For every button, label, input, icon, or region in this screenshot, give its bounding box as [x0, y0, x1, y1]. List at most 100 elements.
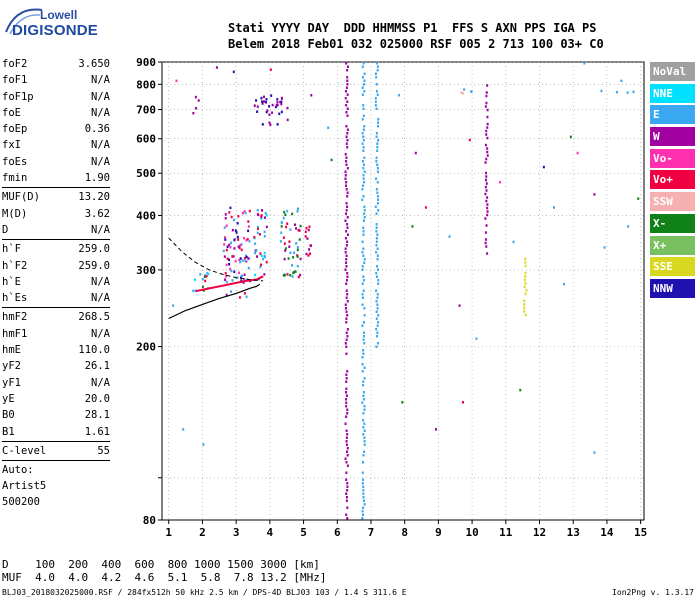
echo-point: [376, 303, 379, 306]
echo-point: [374, 100, 377, 103]
param-row: h`Es N/A: [2, 290, 110, 306]
echo-point: [330, 158, 333, 162]
echo-point: [486, 136, 489, 140]
echo-point: [296, 245, 299, 249]
echo-point: [344, 342, 347, 345]
echo-point: [265, 101, 268, 104]
echo-point: [345, 450, 348, 453]
param-value: 1.61: [84, 425, 110, 438]
echo-point: [344, 457, 347, 460]
param-row: fmin 1.90: [2, 170, 110, 186]
echo-point: [461, 92, 464, 95]
echo-point: [245, 239, 248, 242]
echo-point: [345, 398, 348, 401]
param-value: N/A: [91, 90, 110, 103]
echo-point: [523, 310, 526, 313]
echo-point: [345, 338, 348, 341]
param-group-virtual-heights: h`F 259.0 h`F2 259.0 h`E N/A h`Es N/A: [2, 241, 110, 306]
echo-point: [285, 225, 288, 229]
echo-point: [362, 62, 365, 65]
echo-point: [264, 211, 267, 215]
x-tick-label: 10: [465, 526, 478, 539]
echo-point: [345, 265, 348, 268]
param-row: foE N/A: [2, 105, 110, 121]
echo-point: [362, 478, 365, 481]
echo-point: [374, 72, 377, 75]
echo-point: [346, 517, 349, 520]
echo-point: [484, 241, 487, 245]
echo-point: [345, 352, 348, 355]
echo-point: [346, 328, 349, 331]
echo-point: [279, 100, 282, 104]
echo-point: [460, 91, 463, 94]
echo-point: [222, 249, 225, 253]
echo-point: [512, 240, 515, 244]
divider: [2, 460, 110, 462]
echo-point: [345, 156, 348, 159]
echo-point: [377, 279, 380, 282]
param-row: hmE 110.0: [2, 342, 110, 358]
echo-point: [256, 105, 259, 108]
echo-point: [363, 366, 366, 369]
param-value: 55: [97, 444, 110, 457]
echo-point: [458, 304, 461, 307]
echo-point: [238, 296, 241, 299]
echo-point: [284, 213, 287, 216]
echo-point: [231, 255, 234, 258]
echo-point: [375, 345, 378, 348]
echo-point: [376, 93, 379, 96]
y-tick-label: 500: [136, 167, 156, 180]
echo-point: [362, 352, 365, 355]
echo-point: [485, 224, 488, 227]
echo-point: [361, 65, 364, 68]
echo-point: [228, 262, 231, 266]
echo-point: [243, 273, 246, 277]
echo-point: [275, 103, 278, 107]
echo-point: [344, 303, 347, 306]
param-label: fxI: [2, 139, 21, 152]
echo-point: [376, 181, 379, 184]
echo-point: [292, 271, 295, 275]
echo-point: [524, 271, 527, 275]
echo-point: [375, 212, 378, 215]
echo-point: [376, 167, 379, 170]
param-value: 13.20: [78, 191, 110, 204]
echo-point: [346, 233, 349, 236]
x-tick-label: 12: [533, 526, 546, 539]
echo-point: [484, 231, 487, 234]
echo-point: [201, 278, 204, 281]
echo-point: [485, 133, 488, 136]
version-label: Ion2Png v. 1.3.17: [612, 588, 694, 597]
echo-point: [263, 234, 266, 238]
echo-point: [345, 62, 348, 65]
autoscale-info: Auto: Artist5 500200: [2, 462, 110, 510]
echo-point: [361, 76, 364, 79]
echo-point: [362, 146, 365, 149]
y-tick-label: 600: [136, 133, 156, 146]
echo-point: [376, 254, 379, 257]
echo-point: [256, 255, 259, 258]
echo-point: [257, 213, 260, 217]
echo-point: [182, 428, 185, 431]
echo-point: [270, 94, 273, 97]
echo-point: [523, 306, 526, 310]
echo-point: [363, 170, 366, 173]
echo-point: [376, 191, 379, 194]
echo-point: [230, 215, 233, 219]
echo-point: [309, 252, 312, 255]
echo-point: [240, 279, 243, 282]
param-value: N/A: [91, 106, 110, 119]
echo-point: [310, 93, 313, 97]
echo-point: [376, 163, 379, 166]
param-label: foEs: [2, 155, 28, 168]
echo-point: [376, 195, 379, 198]
echo-point: [344, 97, 347, 100]
echo-point: [261, 123, 264, 126]
echo-point: [376, 121, 379, 124]
echo-point: [308, 225, 311, 229]
echo-point: [375, 135, 378, 138]
echo-point: [299, 273, 302, 277]
echo-point: [345, 202, 348, 205]
echo-point: [361, 513, 364, 516]
echo-point: [197, 99, 200, 102]
